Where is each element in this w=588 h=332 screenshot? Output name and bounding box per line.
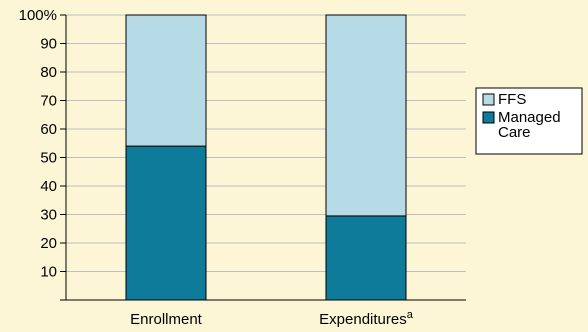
x-category-superscript: a (407, 309, 414, 321)
y-tick-label-50: 50 (40, 150, 57, 167)
bar-enrollment-managed-care (125, 145, 207, 301)
y-tick-label-30: 30 (40, 207, 57, 224)
bar-expenditures-managed-care (325, 215, 407, 301)
x-category-label-enrollment: Enrollment (130, 311, 203, 328)
legend-label-ffs: FFS (498, 91, 526, 108)
y-tick-label-80: 80 (40, 64, 57, 81)
x-category-label-expenditures: Expendituresa (319, 309, 414, 328)
legend-label-managed-care-line-2: Care (498, 124, 531, 141)
bar-enrollment-ffs (125, 14, 207, 147)
y-tick-label-60: 60 (40, 121, 57, 138)
y-tick-label-70: 70 (40, 93, 57, 110)
y-tick-label-90: 90 (40, 36, 57, 53)
legend-label-managed-care-line-1: Managed (498, 109, 561, 126)
legend-swatch-ffs (482, 93, 495, 106)
y-tick-label-100: 100% (19, 7, 57, 24)
y-tick-label-10: 10 (40, 264, 57, 281)
y-tick-label-40: 40 (40, 178, 57, 195)
legend-swatch-managed-care (482, 111, 495, 124)
y-tick-label-20: 20 (40, 235, 57, 252)
bar-expenditures-ffs (325, 14, 407, 217)
